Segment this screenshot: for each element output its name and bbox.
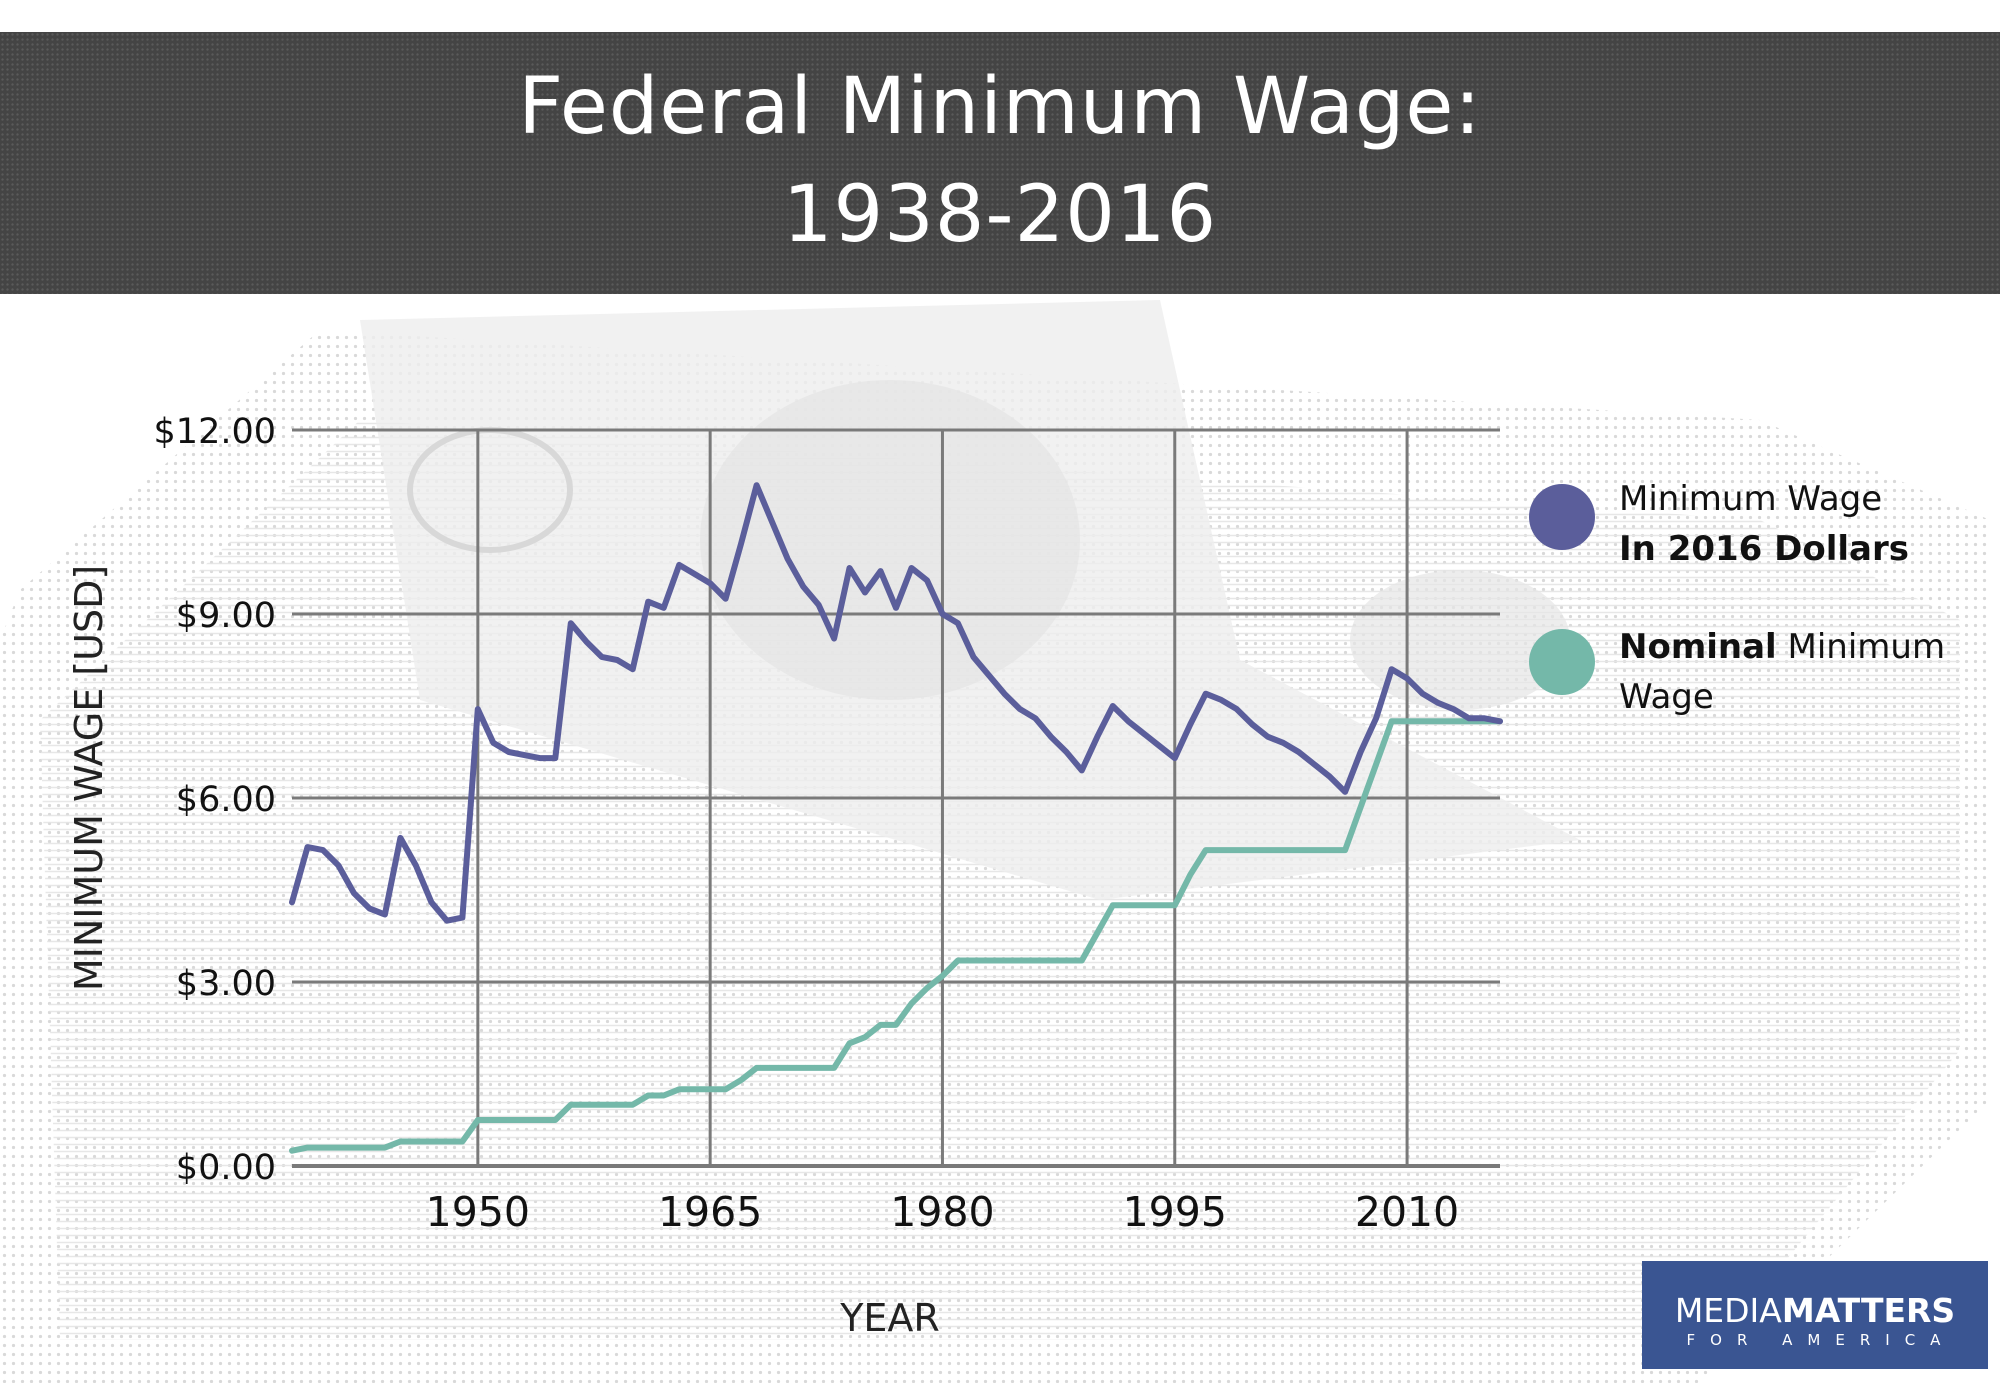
legend-swatch-real <box>1529 484 1595 550</box>
title-banner: Federal Minimum Wage: 1938-2016 <box>0 32 2000 294</box>
legend-nominal-normal: Minimum <box>1787 627 1946 667</box>
legend-nominal-bold: Nominal <box>1619 627 1777 667</box>
x-tick-label: 2010 <box>1355 1188 1459 1236</box>
x-tick-label: 1995 <box>1123 1188 1227 1236</box>
legend-real-bold: In 2016 Dollars <box>1619 529 1909 569</box>
x-axis-label: YEAR <box>839 1296 940 1340</box>
series-layer <box>289 482 1503 1154</box>
x-tick-label: 1950 <box>426 1188 530 1236</box>
x-tick-label: 1965 <box>658 1188 762 1236</box>
axis-labels: YEAR MINIMUM WAGE [USD] <box>67 565 940 1340</box>
chart-title-line-2: 1938-2016 <box>782 170 1218 260</box>
legend-swatch-nominal <box>1529 629 1595 695</box>
media-matters-logo: MEDIAMATTERS FOR AMERICA <box>1642 1261 1988 1369</box>
chart-title-line-1: Federal Minimum Wage: <box>518 62 1482 152</box>
logo-word-bold: MATTERS <box>1781 1291 1956 1330</box>
y-axis-label: MINIMUM WAGE [USD] <box>67 565 111 991</box>
logo-wordmark: MEDIAMATTERS <box>1642 1291 1988 1330</box>
legend-real-normal: Minimum Wage <box>1619 479 1883 519</box>
grid: $0.00 $3.00 $6.00 $9.00 $12.00 1950 1965 1980 19… <box>154 412 1500 1236</box>
y-tick-label: $9.00 <box>176 596 276 636</box>
logo-word-light: MEDIA <box>1674 1291 1782 1330</box>
y-tick-label: $0.00 <box>176 1148 276 1188</box>
series-line-real-dollars <box>289 482 1503 924</box>
legend-nominal-line2: Wage <box>1619 677 1714 717</box>
y-tick-label: $12.00 <box>154 412 276 452</box>
legend-label-nominal: Nominal Minimum Wage <box>1619 622 1989 722</box>
y-tick-label: $3.00 <box>176 964 276 1004</box>
series-line-nominal <box>289 718 1503 1154</box>
x-tick-label: 1980 <box>890 1188 994 1236</box>
logo-subtitle: FOR AMERICA <box>1686 1331 1956 1349</box>
legend-label-real: Minimum Wage In 2016 Dollars <box>1619 474 1989 574</box>
y-tick-label: $6.00 <box>176 780 276 820</box>
